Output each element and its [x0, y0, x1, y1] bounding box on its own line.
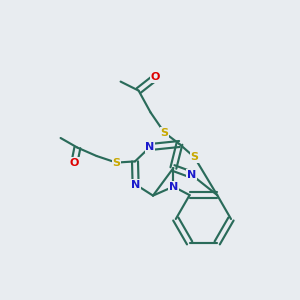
- Text: O: O: [70, 158, 79, 168]
- Text: S: S: [160, 128, 168, 138]
- Text: S: S: [190, 152, 198, 162]
- Text: N: N: [146, 142, 154, 152]
- Text: O: O: [151, 72, 160, 82]
- Text: N: N: [187, 169, 196, 180]
- Text: N: N: [131, 179, 140, 190]
- Text: N: N: [169, 182, 178, 192]
- Text: S: S: [112, 158, 120, 168]
